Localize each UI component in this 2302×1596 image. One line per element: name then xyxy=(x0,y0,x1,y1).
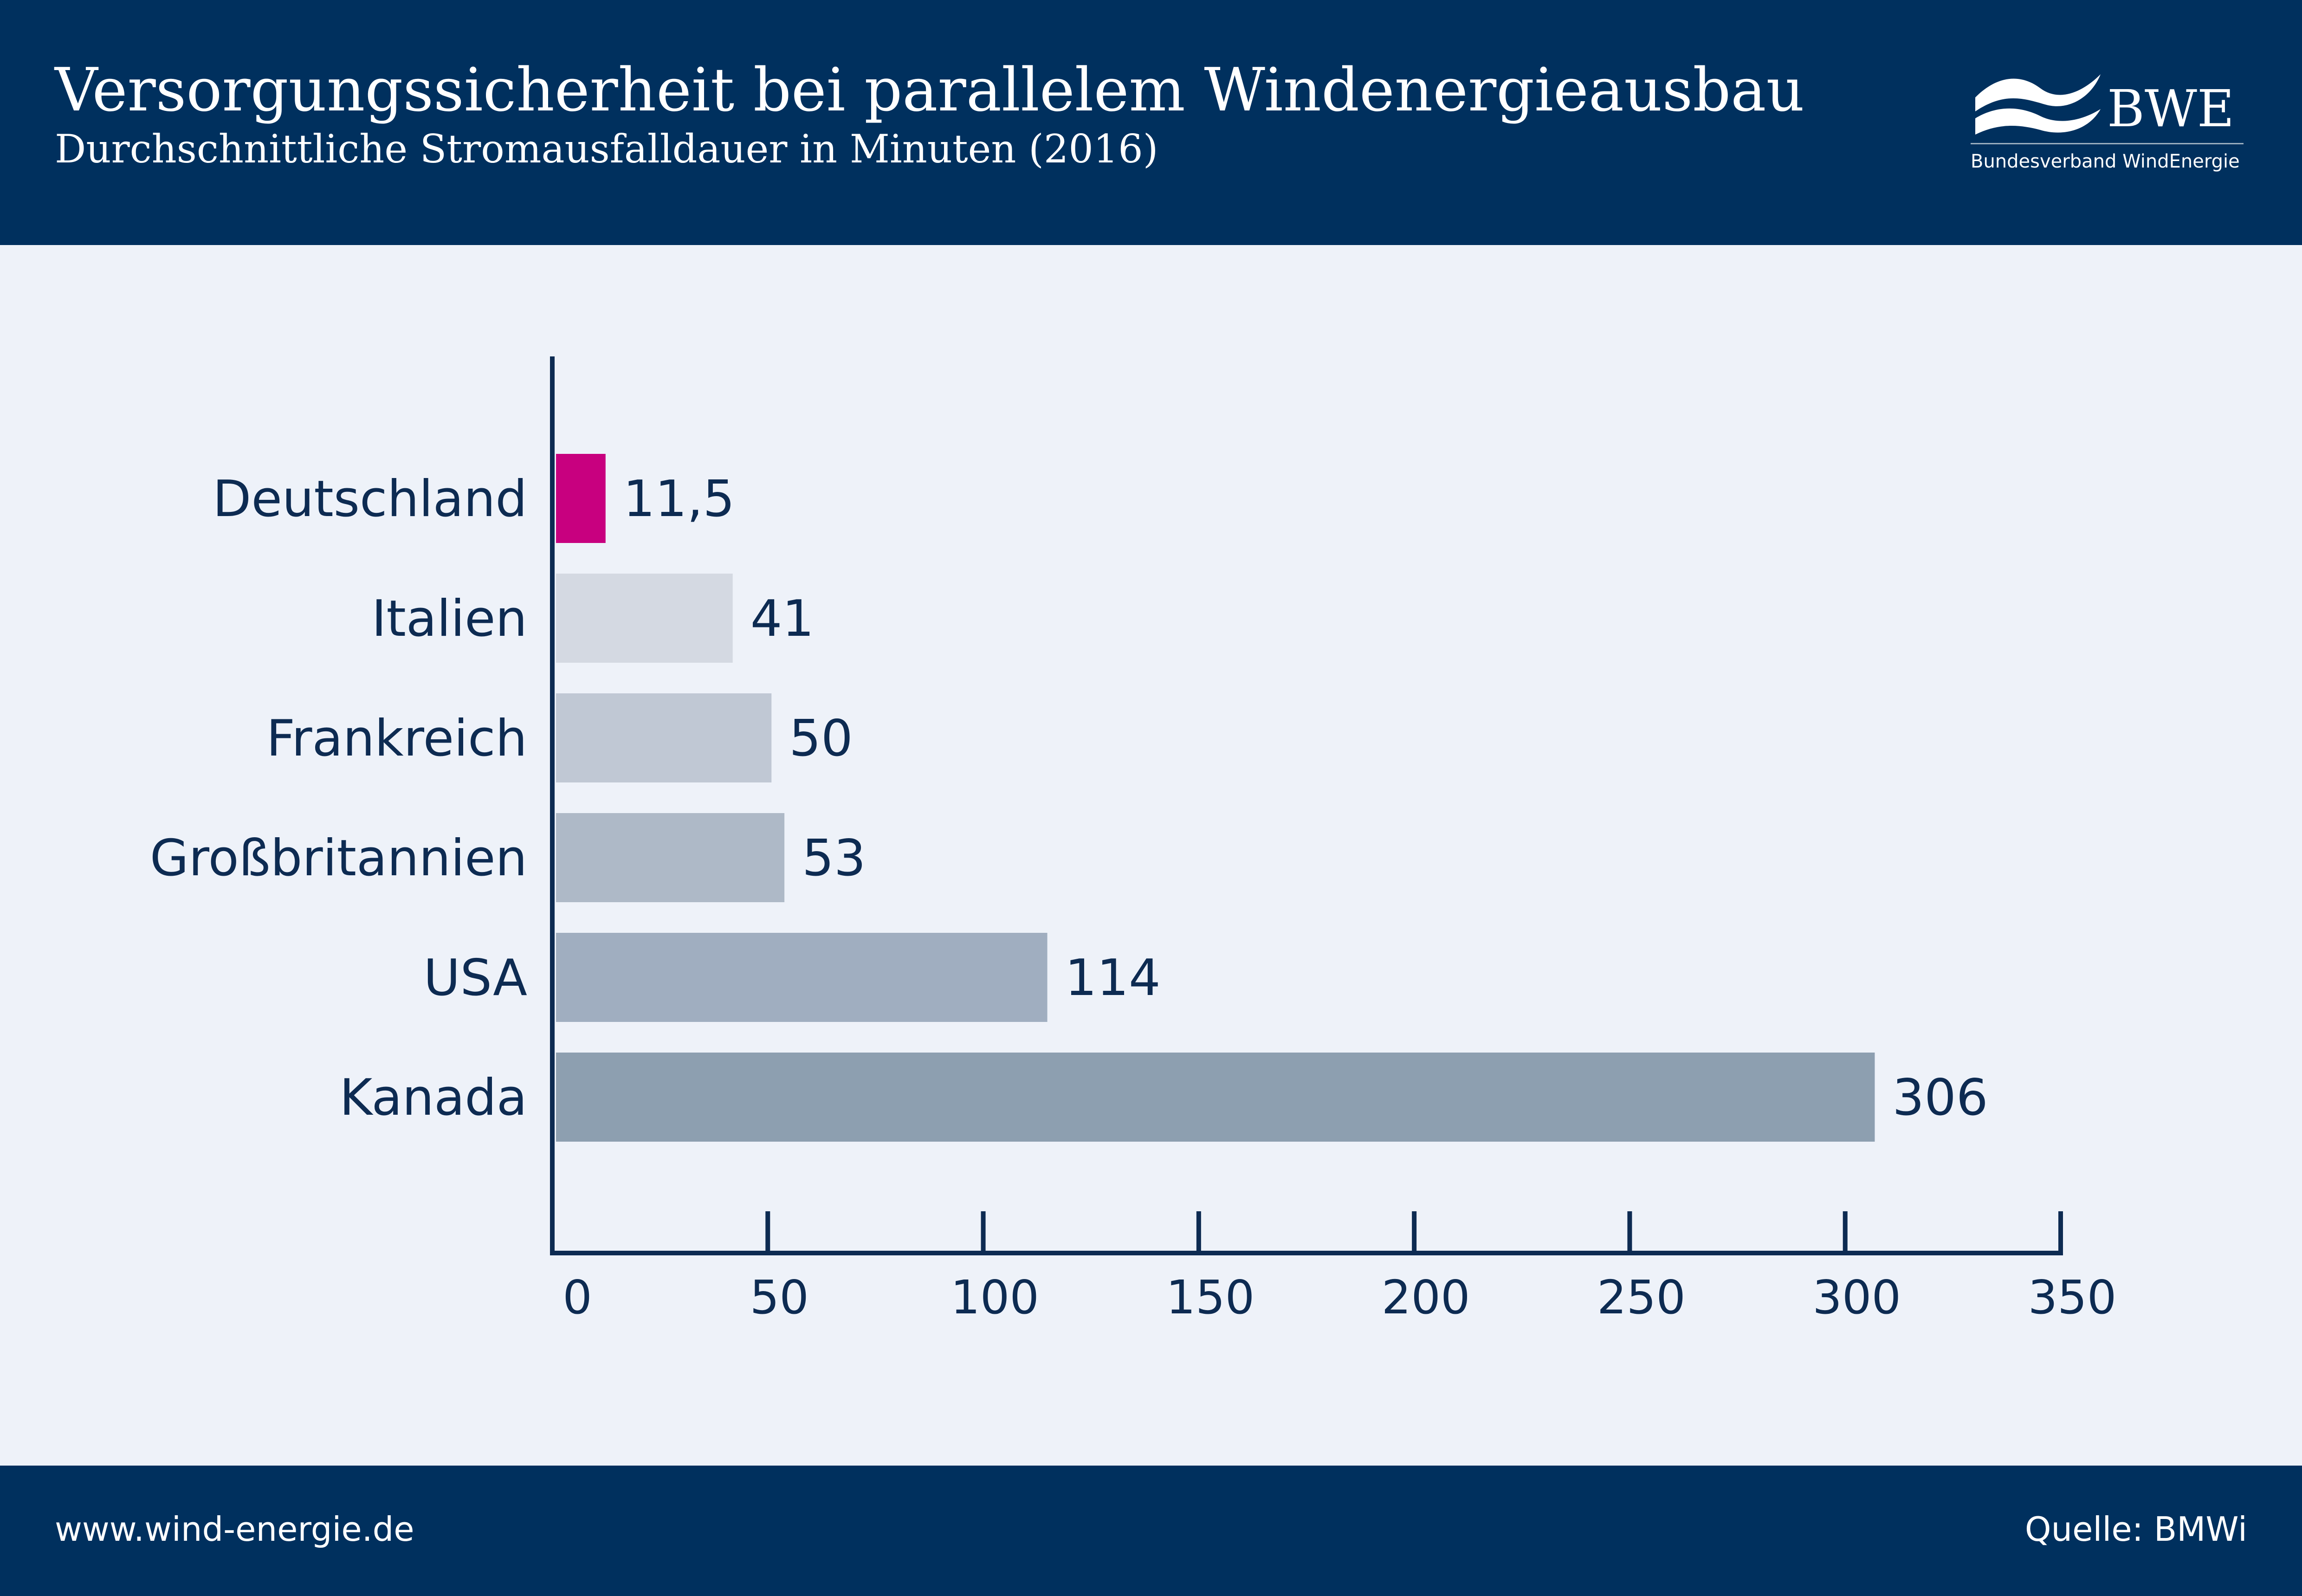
data-label: 50 xyxy=(789,710,853,768)
bar-chart: 0 50 100 150 200 250 300 350 Deutschland 11,5 Ital… xyxy=(150,356,2117,1325)
data-label: 41 xyxy=(750,590,814,648)
bar-kanada xyxy=(556,1053,1875,1142)
wind-wave-icon xyxy=(1975,74,2101,135)
category-label: Kanada xyxy=(340,1069,527,1127)
chart-subtitle: Durchschnittliche Stromausfalldauer in M… xyxy=(55,126,1158,172)
website-link[interactable]: www.wind-energie.de xyxy=(55,1510,414,1549)
footer-banner: www.wind-energie.de Quelle: BMWi xyxy=(0,1466,2302,1596)
data-label: 306 xyxy=(1892,1069,1988,1127)
category-label: Großbritannien xyxy=(150,829,527,887)
source-note: Quelle: BMWi xyxy=(2024,1510,2247,1549)
x-tick-label: 250 xyxy=(1597,1270,1686,1325)
x-tick-label: 50 xyxy=(750,1270,809,1325)
logo-name: BWE xyxy=(2107,79,2235,138)
logo-org-name: Bundesverband WindEnergie xyxy=(1971,151,2240,172)
bar-großbritannien xyxy=(556,813,785,902)
category-label: Frankreich xyxy=(266,710,527,768)
header-banner: Versorgungssicherheit bei parallelem Win… xyxy=(0,0,2302,245)
data-label: 53 xyxy=(802,829,866,887)
category-label: Deutschland xyxy=(213,470,527,528)
chart-area: 0 50 100 150 200 250 300 350 Deutschland 11,5 Ital… xyxy=(0,245,2302,1466)
x-tick-label: 150 xyxy=(1166,1270,1254,1325)
category-label: Italien xyxy=(372,590,527,648)
x-tick-label: 100 xyxy=(951,1270,1039,1325)
bar-usa xyxy=(556,933,1048,1022)
bar-italien xyxy=(556,574,733,663)
x-tick-label: 350 xyxy=(2028,1270,2117,1325)
data-label: 114 xyxy=(1065,949,1161,1007)
bar-deutschland xyxy=(556,454,606,543)
bwe-logo: BWE Bundesverband WindEnergie xyxy=(1968,60,2246,190)
x-tick-label: 300 xyxy=(1812,1270,1901,1325)
x-tick-label: 200 xyxy=(1382,1270,1470,1325)
data-label: 11,5 xyxy=(623,470,735,528)
chart-title: Versorgungssicherheit bei parallelem Win… xyxy=(55,56,1804,125)
logo-divider xyxy=(1971,143,2244,144)
category-label: USA xyxy=(424,949,528,1007)
bar-frankreich xyxy=(556,693,772,782)
x-tick-label: 0 xyxy=(563,1270,592,1325)
